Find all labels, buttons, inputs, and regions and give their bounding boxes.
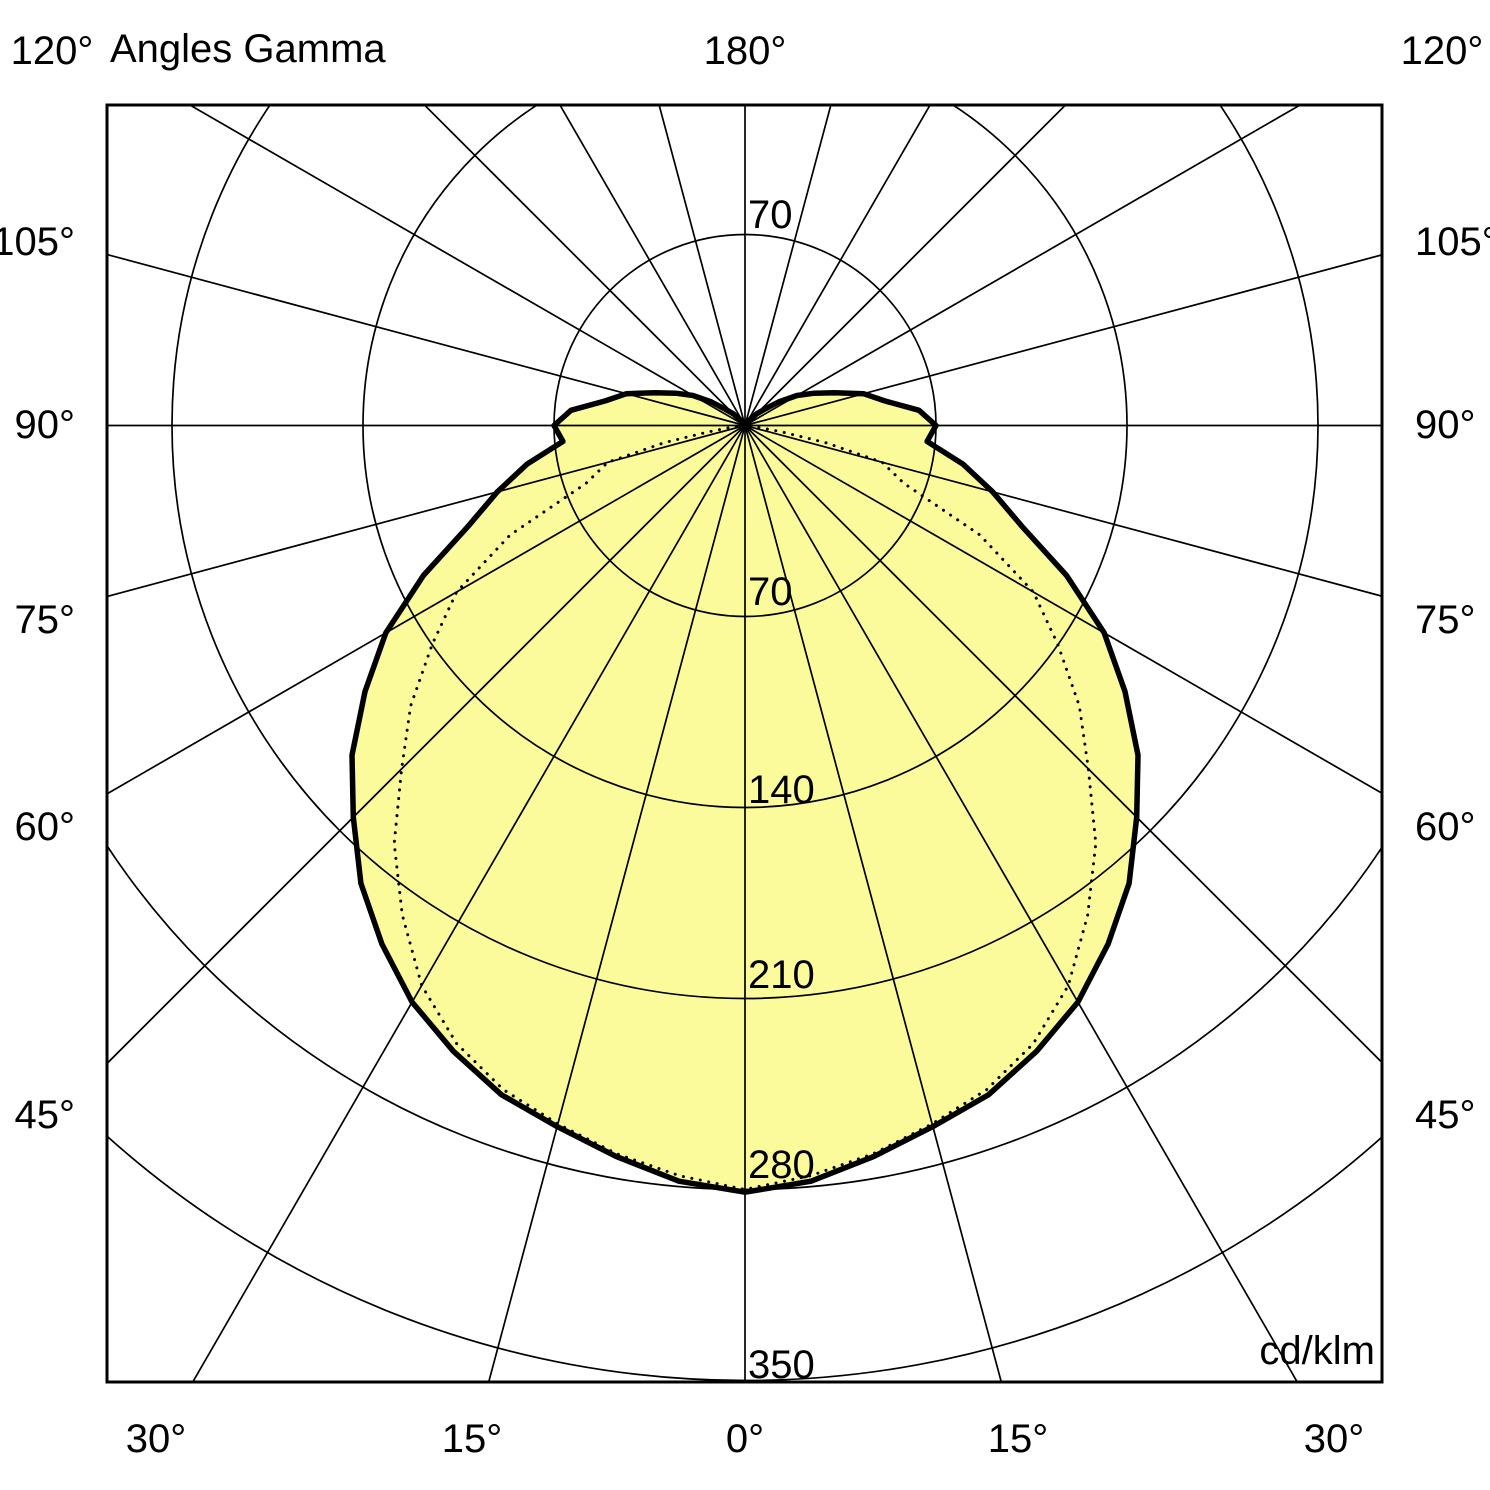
grid-ray-225: [423, 105, 746, 427]
grid-ray-315: [107, 424, 746, 1065]
grid-ray-255: [107, 253, 746, 427]
grid-ray-300: [107, 424, 746, 795]
chart-frame: [105, 103, 1384, 1384]
corner-angle-label-top-left: 120°: [10, 29, 94, 73]
grid-ray-15: [744, 425, 1003, 1382]
radial-tick-70-top: 70: [748, 193, 793, 237]
grid-ray-75: [744, 424, 1382, 598]
angle-label-right-60: 60°: [1415, 805, 1476, 849]
corner-angle-label-top-right: 120°: [1400, 29, 1484, 73]
grid-ray-135: [744, 105, 1067, 427]
angle-label-bottom-30-left: 30°: [125, 1417, 187, 1461]
grid-ray-165: [744, 105, 832, 426]
angle-label-left-105: 105°: [0, 220, 75, 264]
chart-title: Angles Gamma: [110, 27, 386, 71]
angle-label-bottom-15-left: 15°: [441, 1417, 503, 1461]
angle-label-bottom-30-right: 30°: [1303, 1417, 1365, 1461]
angle-label-left-90: 90°: [14, 403, 76, 447]
grid-ray-330: [191, 425, 746, 1382]
angle-label-right-105: 105°: [1415, 220, 1490, 264]
grid-ray-105: [744, 253, 1382, 427]
radial-tick-350: 350: [748, 1343, 815, 1387]
grid-ray-210: [558, 105, 746, 426]
angle-label-right-75: 75°: [1415, 598, 1476, 642]
angle-label-180: 180°: [703, 29, 787, 73]
unit-label: cd/klm: [1259, 1329, 1375, 1373]
angle-label-right-45: 45°: [1415, 1093, 1476, 1137]
angle-label-left-60: 60°: [14, 805, 76, 849]
grid-ray-60: [744, 424, 1382, 795]
grid-circle-210: [171, 105, 1319, 1000]
grid-ray-30: [744, 425, 1299, 1382]
grid-ray-120: [744, 105, 1302, 427]
angle-label-left-45: 45°: [14, 1093, 76, 1137]
grid-ray-195: [658, 105, 746, 426]
grid-ray-240: [188, 105, 746, 427]
grid-ray-45: [744, 424, 1382, 1064]
angle-label-bottom-0: 0°: [725, 1417, 765, 1461]
grid-ray-345: [487, 425, 746, 1382]
angle-label-bottom-15-right: 15°: [987, 1417, 1049, 1461]
grid-ray-285: [107, 424, 746, 598]
angle-label-right-90: 90°: [1415, 403, 1476, 447]
angle-label-left-75: 75°: [14, 598, 76, 642]
grid-ray-150: [744, 105, 932, 426]
radial-tick-210: 210: [748, 953, 815, 997]
grid-circle-140: [362, 105, 1128, 809]
radial-tick-140: 140: [748, 768, 815, 812]
intensity-curve-solid: [349, 390, 1141, 1195]
radial-tick-70: 70: [748, 570, 793, 614]
radial-tick-280: 280: [748, 1143, 815, 1187]
